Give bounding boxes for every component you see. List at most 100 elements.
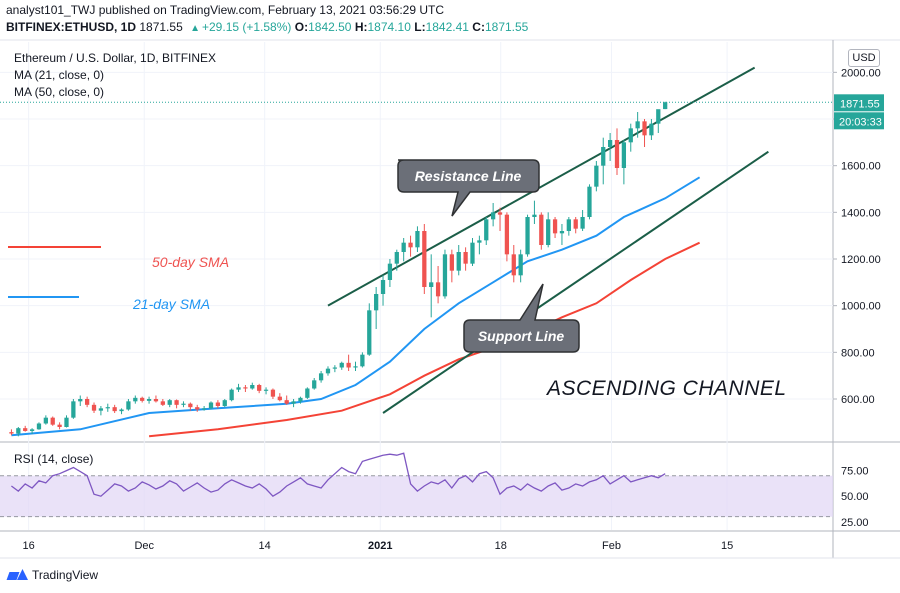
candle-body xyxy=(518,254,523,276)
candle-body xyxy=(305,388,310,398)
candle-body xyxy=(573,219,578,229)
rsi-tick-label: 75.00 xyxy=(841,466,869,478)
resistance-label: Resistance Line xyxy=(415,168,522,184)
candle-body xyxy=(257,385,262,391)
candle-body xyxy=(504,214,510,255)
symbol-label: BITFINEX:ETHUSD, 1D xyxy=(6,20,137,34)
candle-body xyxy=(160,401,165,405)
tradingview-brand[interactable]: TradingView xyxy=(8,568,98,582)
candle-body xyxy=(126,401,131,410)
candle-body xyxy=(614,140,620,168)
candle-body xyxy=(222,400,227,406)
candle-body xyxy=(208,402,214,409)
candle-body xyxy=(146,399,152,401)
tradingview-logo-icon xyxy=(8,569,28,581)
candle-body xyxy=(50,417,55,425)
candle-body xyxy=(484,219,489,241)
candle-body xyxy=(497,212,503,215)
ascending-channel-label: ASCENDING CHANNEL xyxy=(545,377,787,400)
candle-body xyxy=(270,389,276,397)
candle-body xyxy=(312,380,317,389)
candle-body xyxy=(167,400,172,405)
candle-body xyxy=(43,417,48,424)
last-price-tag xyxy=(834,94,884,112)
price-tick-label: 1000.00 xyxy=(841,301,881,313)
price-tick-label: 1200.00 xyxy=(841,254,881,266)
candle-body xyxy=(546,219,551,245)
candle-body xyxy=(601,147,606,166)
rsi-legend: RSI (14, close) xyxy=(14,452,93,466)
candle-body xyxy=(133,397,138,402)
time-axis-labels: 16 Dec 14 2021 18 Feb 15 xyxy=(23,540,734,552)
candle-body xyxy=(85,399,90,405)
time-tick-label: 2021 xyxy=(368,540,392,552)
currency-selector[interactable]: USD xyxy=(848,49,880,67)
candle-body xyxy=(511,254,516,276)
price-tick-label: 1600.00 xyxy=(841,161,881,173)
candle-body xyxy=(105,407,110,409)
candle-body xyxy=(353,366,358,368)
rsi-tick-label: 25.00 xyxy=(841,517,869,529)
rsi-tick-label: 50.00 xyxy=(841,491,869,503)
candle-body xyxy=(367,310,372,355)
grid-lines xyxy=(0,42,833,530)
high-label: H: xyxy=(354,20,368,34)
candle-body xyxy=(401,242,406,252)
candle-body xyxy=(140,397,145,401)
candle-body xyxy=(649,123,654,136)
low-label: L: xyxy=(414,20,426,34)
candle-body xyxy=(408,242,413,248)
moving-averages xyxy=(11,176,701,438)
channel-lines xyxy=(327,66,769,414)
ma50-legend: MA (50, close, 0) xyxy=(14,85,104,99)
candle-body xyxy=(195,407,200,410)
candle-body xyxy=(23,428,28,431)
candle-body xyxy=(98,408,104,411)
last-price-tag-text: 1871.55 xyxy=(840,98,880,110)
candle-body xyxy=(587,186,592,217)
support-channel-line xyxy=(382,150,769,414)
price-axis-labels: 600.00 800.00 1000.00 1200.00 1400.00 1600.00… xyxy=(833,67,881,529)
rsi-line xyxy=(11,452,666,498)
candle-body xyxy=(429,282,434,287)
resistance-callout: Resistance Line xyxy=(397,159,540,217)
sma50-annotation: 50-day SMA xyxy=(152,254,229,270)
price-tick-label: 1400.00 xyxy=(841,207,881,219)
candle-body xyxy=(360,354,365,367)
rsi-band xyxy=(0,475,833,518)
candle-body xyxy=(456,252,461,271)
candle-body xyxy=(325,368,331,374)
candle-body xyxy=(621,142,627,168)
publisher-line: analyst101_TWJ published on TradingView.… xyxy=(6,3,445,17)
sma21-annotation: 21-day SMA xyxy=(132,296,210,312)
candle-body xyxy=(236,387,241,390)
candle-body xyxy=(415,231,420,248)
candle-body xyxy=(435,282,441,297)
candle-body xyxy=(339,362,344,368)
candle-body xyxy=(36,423,42,430)
candle-body xyxy=(470,242,475,264)
resistance-channel-line xyxy=(327,66,756,307)
candle-body xyxy=(422,231,427,287)
price-tick-label: 800.00 xyxy=(841,347,875,359)
candle-body xyxy=(374,294,379,311)
high-value: 1874.10 xyxy=(367,20,411,34)
time-tick-label: Feb xyxy=(602,540,621,552)
candle-body xyxy=(477,240,482,243)
candle-body xyxy=(64,417,69,427)
candle-body xyxy=(463,252,468,264)
candle-body xyxy=(29,429,35,431)
ma21-legend: MA (21, close, 0) xyxy=(14,68,104,82)
candle-body xyxy=(594,165,599,187)
up-arrow-icon: ▲ xyxy=(190,23,200,34)
candle-body xyxy=(580,217,585,229)
candle-body xyxy=(112,407,117,412)
countdown-tag-text: 20:03:33 xyxy=(839,116,882,128)
support-callout: Support Line xyxy=(463,283,580,353)
candle-body xyxy=(387,263,393,280)
candle-body xyxy=(635,121,640,129)
candle-body xyxy=(318,373,324,381)
candle-body xyxy=(229,389,234,401)
candle-body xyxy=(449,254,454,271)
